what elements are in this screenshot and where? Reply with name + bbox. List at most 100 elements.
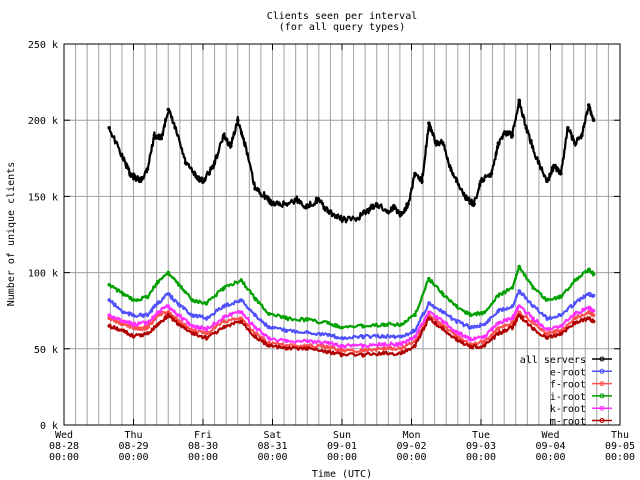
data-point (107, 298, 111, 302)
y-tick-label: 0 k (40, 421, 58, 432)
x-axis-label: Time (UTC) (312, 469, 372, 480)
legend-marker (599, 393, 605, 399)
data-point (517, 98, 521, 103)
data-point (472, 202, 476, 206)
data-point (427, 310, 431, 315)
data-point (413, 334, 417, 339)
data-point (465, 197, 469, 202)
x-tick-label: 09-04 (535, 441, 565, 452)
x-tick-label: 09-01 (327, 441, 357, 452)
x-tick-label: 00:00 (466, 452, 496, 463)
legend-marker (599, 381, 605, 387)
data-point (107, 324, 111, 328)
data-point (121, 328, 125, 333)
data-point (176, 283, 181, 287)
data-point (427, 301, 431, 305)
x-tick-label: Thu (124, 430, 142, 441)
data-point (305, 339, 310, 344)
data-point (510, 316, 515, 321)
data-point (591, 272, 596, 276)
x-tick-label: 00:00 (535, 452, 565, 463)
data-point (267, 340, 271, 345)
data-point (131, 174, 136, 179)
data-point (222, 133, 226, 138)
data-point (326, 333, 330, 337)
data-point (107, 126, 111, 130)
legend-label: f-root (550, 380, 586, 391)
data-point (166, 270, 171, 275)
data-point (586, 292, 591, 296)
data-point (267, 325, 271, 330)
data-point (517, 310, 521, 315)
data-point (406, 202, 410, 206)
legend-label: k-root (550, 404, 586, 415)
data-point (131, 298, 136, 302)
data-point (591, 319, 596, 324)
x-tick-label: 08-28 (49, 441, 79, 452)
data-point (591, 308, 596, 313)
data-point (420, 179, 424, 183)
data-point (468, 325, 473, 330)
data-point (441, 292, 445, 296)
x-tick-label: 00:00 (605, 452, 635, 463)
y-tick-label: 50 k (34, 345, 58, 356)
data-point (510, 133, 515, 138)
data-point (517, 313, 521, 318)
data-point (427, 121, 431, 125)
data-point (315, 197, 320, 202)
data-point (427, 316, 431, 321)
y-tick-label: 150 k (28, 192, 58, 203)
data-point (503, 130, 508, 135)
data-point (399, 347, 403, 351)
data-point (454, 304, 459, 308)
data-point (545, 179, 549, 183)
data-point (510, 304, 515, 308)
data-point (326, 340, 330, 345)
data-point (447, 164, 452, 168)
x-tick-label: 08-29 (118, 441, 148, 452)
data-point (145, 321, 150, 325)
data-point (253, 313, 257, 318)
data-point (340, 353, 344, 357)
data-point (482, 322, 487, 327)
data-point (284, 202, 289, 206)
x-tick-label: 08-31 (257, 441, 287, 452)
chart-title: Clients seen per interval (267, 11, 418, 22)
data-point (131, 334, 136, 339)
x-tick-label: 00:00 (188, 452, 218, 463)
data-point (559, 331, 563, 336)
data-point (510, 286, 515, 290)
data-point (559, 313, 563, 318)
data-point (242, 141, 247, 145)
data-point (399, 322, 403, 327)
data-point (566, 126, 570, 130)
y-tick-label: 200 k (28, 116, 58, 127)
x-tick-label: 00:00 (257, 452, 287, 463)
data-point (204, 331, 209, 336)
data-point (559, 171, 563, 176)
data-point (427, 276, 431, 281)
data-point (586, 305, 591, 310)
data-point (173, 126, 177, 130)
data-point (454, 330, 459, 334)
y-tick-label: 250 k (28, 40, 58, 51)
data-point (270, 202, 275, 206)
data-point (545, 331, 549, 336)
data-point (340, 344, 344, 348)
x-tick-label: 08-30 (188, 441, 218, 452)
data-point (326, 321, 330, 325)
data-point (239, 278, 243, 283)
data-point (381, 351, 386, 356)
data-point (413, 171, 417, 176)
data-point (121, 156, 125, 161)
data-point (385, 209, 390, 214)
data-point (107, 283, 111, 287)
x-tick-label: 09-05 (605, 441, 635, 452)
data-point (156, 322, 160, 327)
data-point (545, 298, 549, 302)
data-point (128, 171, 132, 176)
data-point (468, 313, 473, 318)
data-point (524, 126, 528, 130)
data-point (573, 301, 577, 305)
legend-marker (599, 368, 605, 374)
